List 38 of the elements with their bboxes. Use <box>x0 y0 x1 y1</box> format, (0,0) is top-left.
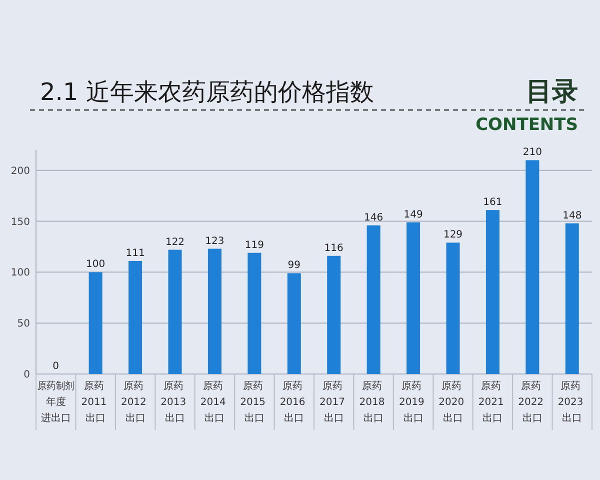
data-label: 129 <box>443 230 463 241</box>
category: 原药 2020 出口 <box>438 381 464 424</box>
data-label: 146 <box>364 212 384 224</box>
category: 原药 2021 出口 <box>478 381 504 424</box>
data-label: 149 <box>404 209 423 220</box>
annotation: CONTENTS <box>476 115 578 135</box>
y-tick-label: 50 <box>17 318 30 330</box>
annotation: 目录 <box>526 77 578 107</box>
data-label: 123 <box>205 236 224 247</box>
category: 原药 2016 出口 <box>280 381 306 424</box>
y-tick-label: 100 <box>10 268 30 279</box>
title: 2.1 近年来农药原药的价格指数 <box>40 78 374 106</box>
category: 原药 2013 出口 <box>160 381 186 424</box>
y-tick-label: 200 <box>10 166 30 177</box>
data-label: 122 <box>165 236 185 248</box>
data-label: 116 <box>324 242 344 254</box>
data-label: 99 <box>288 260 300 272</box>
category: 原药 2022 出口 <box>518 381 544 424</box>
data-label: 100 <box>86 259 106 270</box>
category: 原药 2011 出口 <box>81 381 107 424</box>
category: 原药 2015 出口 <box>240 381 266 424</box>
row-header: 年度 <box>46 397 66 408</box>
category: 原药 2017 出口 <box>320 381 345 424</box>
data-label: 119 <box>244 240 264 251</box>
y-tick-label: 0 <box>24 370 30 380</box>
category: 原药 2019 出口 <box>398 381 424 424</box>
row-header: 进出口 <box>40 413 71 424</box>
category: 原药 2012 出口 <box>120 381 146 424</box>
row-header: 原药制剂 <box>38 381 78 392</box>
category: 原药 2014 出口 <box>200 381 226 424</box>
y-tick-label: 150 <box>10 216 30 228</box>
data-label: 0 <box>52 361 60 372</box>
category: 原药 2023 出口 <box>558 381 584 424</box>
data-label: 111 <box>126 248 145 259</box>
data-label: 148 <box>562 210 582 222</box>
category: 原药 2018 出口 <box>359 381 385 424</box>
data-label: 210 <box>522 147 542 158</box>
data-label: 161 <box>483 197 502 208</box>
